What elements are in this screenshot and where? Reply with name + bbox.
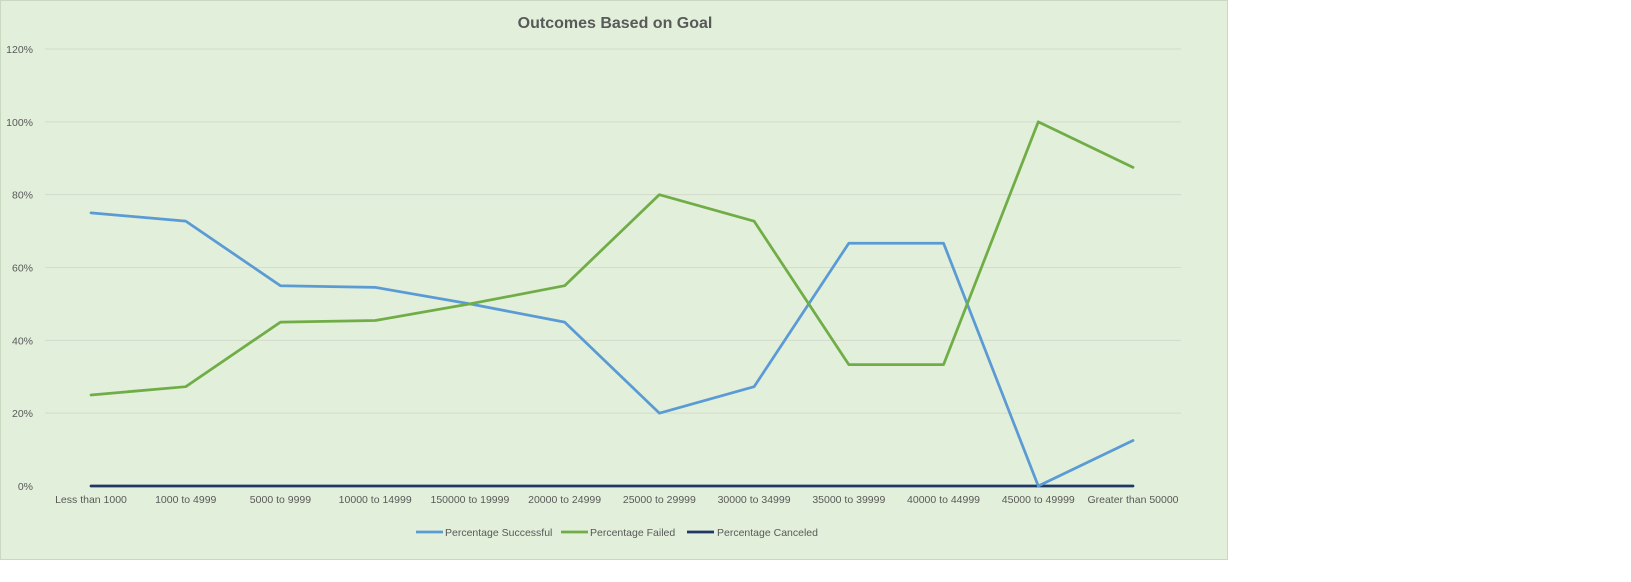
x-tick-label: 35000 to 39999 (812, 494, 885, 506)
x-axis-tick-labels: Less than 1000 1000 to 4999 5000 to 9999 10… (55, 494, 1179, 506)
x-tick-label: 1000 to 4999 (155, 494, 216, 506)
x-tick-label: 150000 to 19999 (430, 494, 509, 506)
series-line-percentage-successful (89, 211, 1135, 488)
y-tick-label: 100% (6, 117, 33, 129)
legend: Percentage Successful Percentage Failed Pe… (416, 527, 818, 539)
legend-item: Percentage Failed (561, 527, 675, 539)
y-tick-label: 40% (12, 335, 33, 347)
x-tick-label: 40000 to 44999 (907, 494, 980, 506)
chart-area: Outcomes Based on Goal 0% 20% 40% 60% 80% 100… (0, 0, 1228, 560)
x-tick-label: 45000 to 49999 (1002, 494, 1075, 506)
chart-title: Outcomes Based on Goal (518, 15, 713, 32)
x-tick-label: Greater than 50000 (1087, 494, 1178, 506)
x-tick-label: Less than 1000 (55, 494, 127, 506)
legend-label: Percentage Failed (590, 527, 675, 539)
y-tick-label: 20% (12, 408, 33, 420)
series-line-percentage-failed (89, 120, 1135, 397)
x-tick-label: 20000 to 24999 (528, 494, 601, 506)
x-tick-label: 10000 to 14999 (339, 494, 412, 506)
legend-label: Percentage Successful (445, 527, 552, 539)
series-lines (89, 120, 1135, 488)
y-axis-tick-labels: 0% 20% 40% 60% 80% 100% 120% (6, 44, 33, 493)
y-tick-label: 60% (12, 263, 33, 275)
legend-item: Percentage Successful (416, 527, 552, 539)
y-tick-label: 120% (6, 44, 33, 56)
x-tick-label: 5000 to 9999 (250, 494, 311, 506)
y-tick-label: 80% (12, 190, 33, 202)
x-tick-label: 30000 to 34999 (718, 494, 791, 506)
x-tick-label: 25000 to 29999 (623, 494, 696, 506)
gridlines (45, 48, 1181, 414)
line-chart: Outcomes Based on Goal 0% 20% 40% 60% 80% 100… (6, 15, 1181, 539)
y-tick-label: 0% (18, 481, 33, 493)
legend-item: Percentage Canceled (687, 527, 818, 539)
legend-label: Percentage Canceled (717, 527, 818, 539)
